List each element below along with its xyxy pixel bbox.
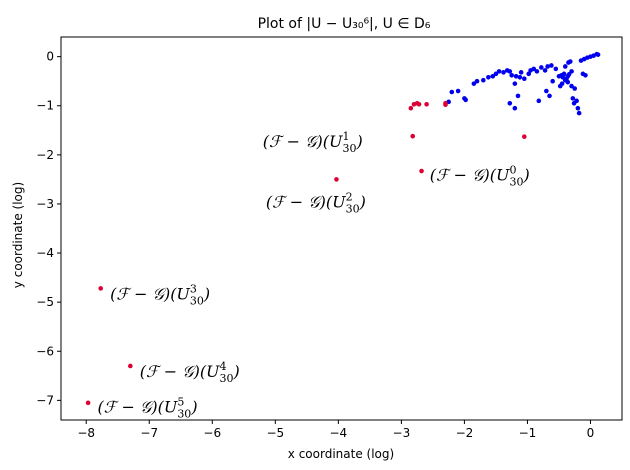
point-annotation: (ℱ − 𝒢)(U0 30) [430, 163, 530, 188]
data-point-blue [568, 59, 573, 64]
data-point-red [98, 286, 104, 291]
data-point-blue [493, 71, 499, 77]
chart-title: Plot of |U − U₃₀⁶|, U ∈ D₆ [258, 16, 431, 32]
data-point-blue [553, 66, 559, 72]
data-point-red [334, 177, 339, 182]
y-tick-label: −2 [36, 148, 54, 162]
x-axis-label: x coordinate (log) [288, 447, 394, 461]
data-point-blue [595, 52, 601, 57]
y-tick-label: −5 [36, 295, 54, 309]
x-tick-label: 0 [587, 426, 595, 440]
data-point-blue [474, 78, 480, 84]
data-point-red [419, 168, 424, 174]
data-point-blue [507, 69, 513, 74]
data-point-blue [517, 74, 523, 80]
data-point-blue [507, 100, 513, 106]
point-annotation: (ℱ − 𝒢)(U2 30) [266, 190, 366, 215]
point-annotation: (ℱ − 𝒢)(U1 30) [263, 130, 363, 155]
data-point-blue [542, 68, 548, 73]
data-point-blue [547, 93, 552, 99]
data-point-blue [545, 64, 550, 69]
data-point-blue [501, 70, 506, 75]
data-point-blue [486, 74, 491, 80]
y-tick-label: −1 [36, 99, 54, 113]
data-point-blue [471, 81, 477, 86]
plot-area [85, 51, 601, 406]
x-axis-ticks: −8 −7 −6 −5 −4 −3 −2 −1 0 [77, 420, 594, 440]
data-point-blue [549, 63, 554, 68]
data-point-blue [570, 96, 576, 101]
data-point-blue [544, 88, 549, 94]
x-tick-label: −7 [140, 426, 158, 440]
point-annotation: (ℱ − 𝒢)(U4 30) [140, 360, 240, 385]
data-point-blue [550, 78, 555, 84]
data-point-blue [526, 71, 532, 77]
data-point-blue [562, 64, 568, 69]
data-point-blue [557, 83, 563, 89]
data-point-red [408, 105, 414, 111]
data-point-red [410, 133, 416, 139]
y-tick-label: −4 [36, 246, 54, 260]
y-tick-label: 0 [46, 50, 54, 64]
data-point-blue [515, 93, 521, 99]
data-point-blue [572, 86, 578, 91]
data-point-blue [536, 98, 542, 104]
data-point-blue [539, 65, 544, 70]
x-tick-label: −3 [393, 426, 411, 440]
x-tick-label: −1 [519, 426, 537, 440]
data-point-blue [449, 89, 455, 95]
x-tick-label: −2 [456, 426, 474, 440]
data-point-blue [455, 88, 461, 94]
data-point-blue [531, 66, 537, 72]
data-point-blue [575, 105, 581, 111]
data-point-blue [565, 79, 571, 85]
annotations: (ℱ − 𝒢)(U1 30) (ℱ − 𝒢)(U0 30) (ℱ − 𝒢)(U2 30) (… [98, 130, 530, 420]
data-point-blue [569, 69, 574, 74]
data-point-blue [496, 69, 502, 74]
y-tick-label: −3 [36, 197, 54, 211]
data-point-blue [534, 69, 540, 74]
data-point-red [443, 102, 448, 108]
data-point-red [521, 134, 527, 139]
data-point-blue [512, 105, 518, 111]
x-tick-label: −5 [266, 426, 284, 440]
data-point-blue [463, 97, 468, 103]
y-tick-label: −6 [36, 344, 54, 358]
data-point-red [85, 400, 91, 406]
data-point-blue [513, 73, 519, 79]
point-annotation: (ℱ − 𝒢)(U3 30) [110, 282, 210, 307]
axes-frame [60, 36, 623, 421]
data-point-blue [490, 73, 496, 79]
x-tick-label: −4 [329, 426, 347, 440]
y-axis-ticks: −7 −6 −5 −4 −3 −2 −1 0 [36, 50, 61, 407]
point-annotation: (ℱ − 𝒢)(U5 30) [98, 395, 198, 420]
y-axis-label: y coordinate (log) [11, 182, 25, 288]
data-point-blue [576, 110, 582, 116]
data-point-blue [569, 83, 574, 89]
x-tick-label: −6 [203, 426, 221, 440]
data-point-red [424, 101, 429, 107]
data-point-blue [512, 81, 518, 86]
data-point-blue [481, 77, 486, 83]
data-point-blue [509, 73, 514, 78]
data-point-blue [521, 76, 527, 82]
x-tick-label: −8 [77, 426, 95, 440]
data-point-blue [583, 73, 588, 78]
data-point-red [128, 363, 133, 369]
data-point-red [416, 101, 422, 107]
data-point-blue [518, 70, 524, 75]
y-tick-label: −7 [36, 393, 54, 407]
data-point-blue [571, 100, 577, 106]
